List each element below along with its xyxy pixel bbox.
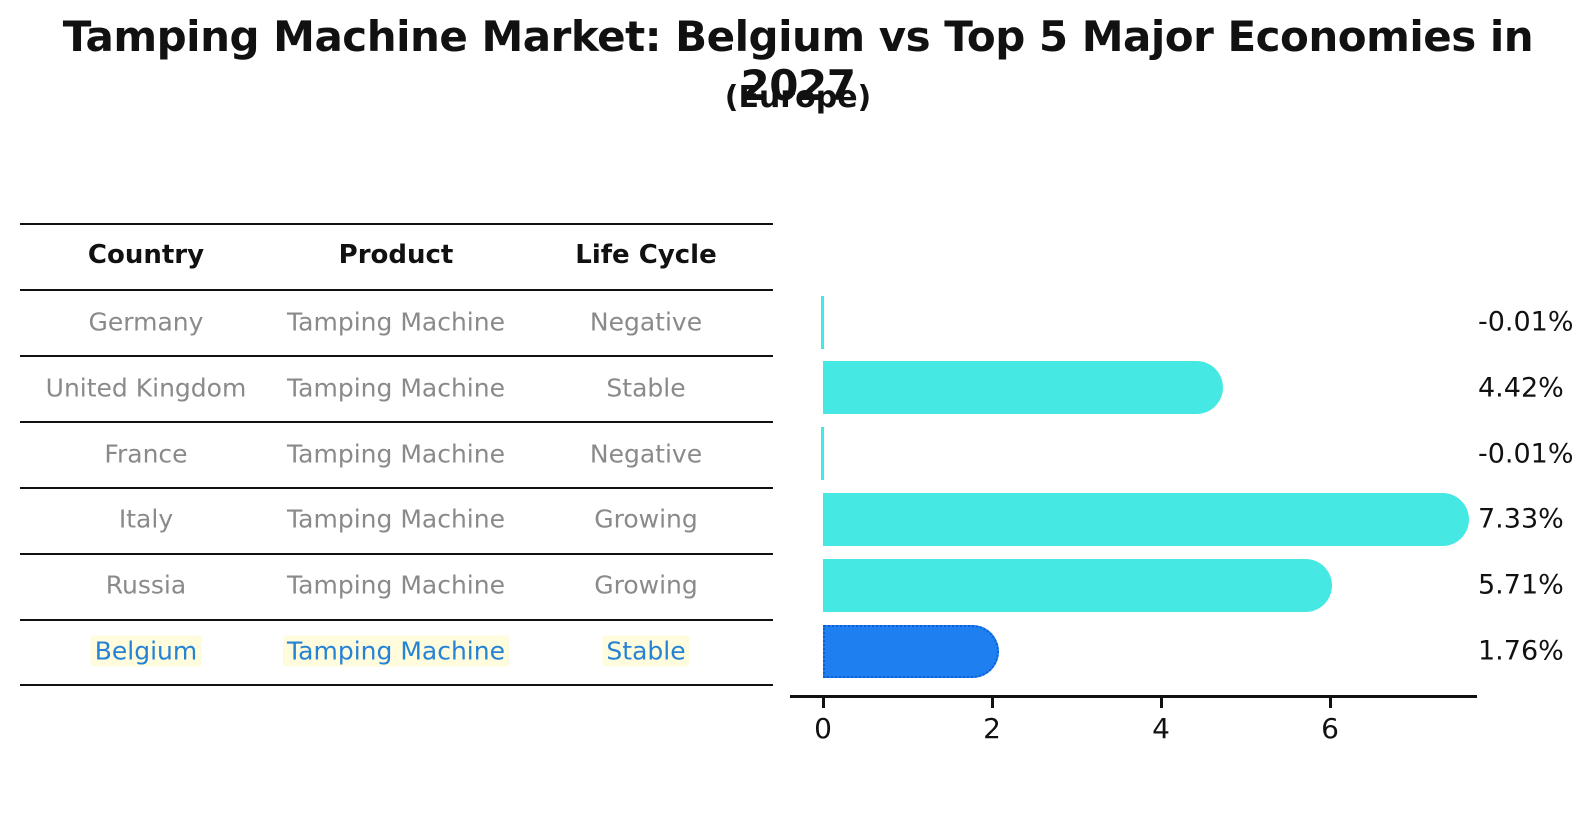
- cell-country: United Kingdom: [45, 373, 247, 403]
- x-axis-tick: [990, 698, 994, 708]
- cell-product: Tamping Machine: [287, 307, 505, 337]
- cell-product: Tamping Machine: [287, 570, 505, 600]
- cell-life-cycle: Growing: [594, 570, 698, 600]
- chart-title: Tamping Machine Market: Belgium vs Top 5…: [62, 12, 1534, 110]
- value-label-germany: -0.01%: [1478, 306, 1574, 338]
- table-divider-line: [20, 289, 773, 291]
- bar-germany: [821, 295, 824, 349]
- bar-united-kingdom: [823, 361, 1224, 415]
- x-axis-tick-label: 0: [814, 712, 832, 745]
- chart-subtitle: (Europe): [724, 80, 872, 115]
- cell-product: Tamping Machine: [287, 439, 505, 469]
- table-divider-line: [20, 553, 773, 555]
- table-header-product: Product: [338, 240, 454, 270]
- bar-france: [821, 427, 824, 481]
- bar-italy: [823, 492, 1470, 546]
- cell-country: Belgium: [90, 635, 202, 667]
- bar-russia: [823, 558, 1333, 612]
- table-divider-line: [20, 619, 773, 621]
- table-header-life-cycle: Life Cycle: [575, 240, 717, 270]
- value-label-france: -0.01%: [1478, 438, 1574, 470]
- cell-country: Italy: [118, 504, 174, 534]
- cell-life-cycle: Negative: [589, 439, 703, 469]
- bar-belgium: [823, 624, 999, 678]
- table-divider-line: [20, 487, 773, 489]
- x-axis-line: [790, 695, 1477, 698]
- x-axis-tick-label: 2: [983, 712, 1001, 745]
- cell-product: Tamping Machine: [287, 373, 505, 403]
- value-label-united-kingdom: 4.42%: [1478, 372, 1564, 404]
- value-label-belgium: 1.76%: [1478, 635, 1564, 667]
- x-axis-tick-label: 6: [1321, 712, 1339, 745]
- cell-life-cycle: Stable: [606, 373, 686, 403]
- table-divider-line: [20, 684, 773, 686]
- table-divider-line: [20, 223, 773, 225]
- value-label-russia: 5.71%: [1478, 569, 1564, 601]
- table-header-country: Country: [87, 240, 205, 270]
- cell-country: France: [104, 439, 188, 469]
- x-axis-tick: [1328, 698, 1332, 708]
- cell-product: Tamping Machine: [287, 504, 505, 534]
- cell-life-cycle: Stable: [602, 635, 690, 667]
- cell-product: Tamping Machine: [283, 635, 509, 667]
- table-divider-line: [20, 421, 773, 423]
- x-axis-tick: [821, 698, 825, 708]
- value-label-italy: 7.33%: [1478, 503, 1564, 535]
- x-axis-tick: [1159, 698, 1163, 708]
- cell-country: Russia: [105, 570, 187, 600]
- cell-country: Germany: [88, 307, 204, 337]
- cell-life-cycle: Growing: [594, 504, 698, 534]
- table-divider-line: [20, 355, 773, 357]
- x-axis-tick-label: 4: [1152, 712, 1170, 745]
- cell-life-cycle: Negative: [589, 307, 703, 337]
